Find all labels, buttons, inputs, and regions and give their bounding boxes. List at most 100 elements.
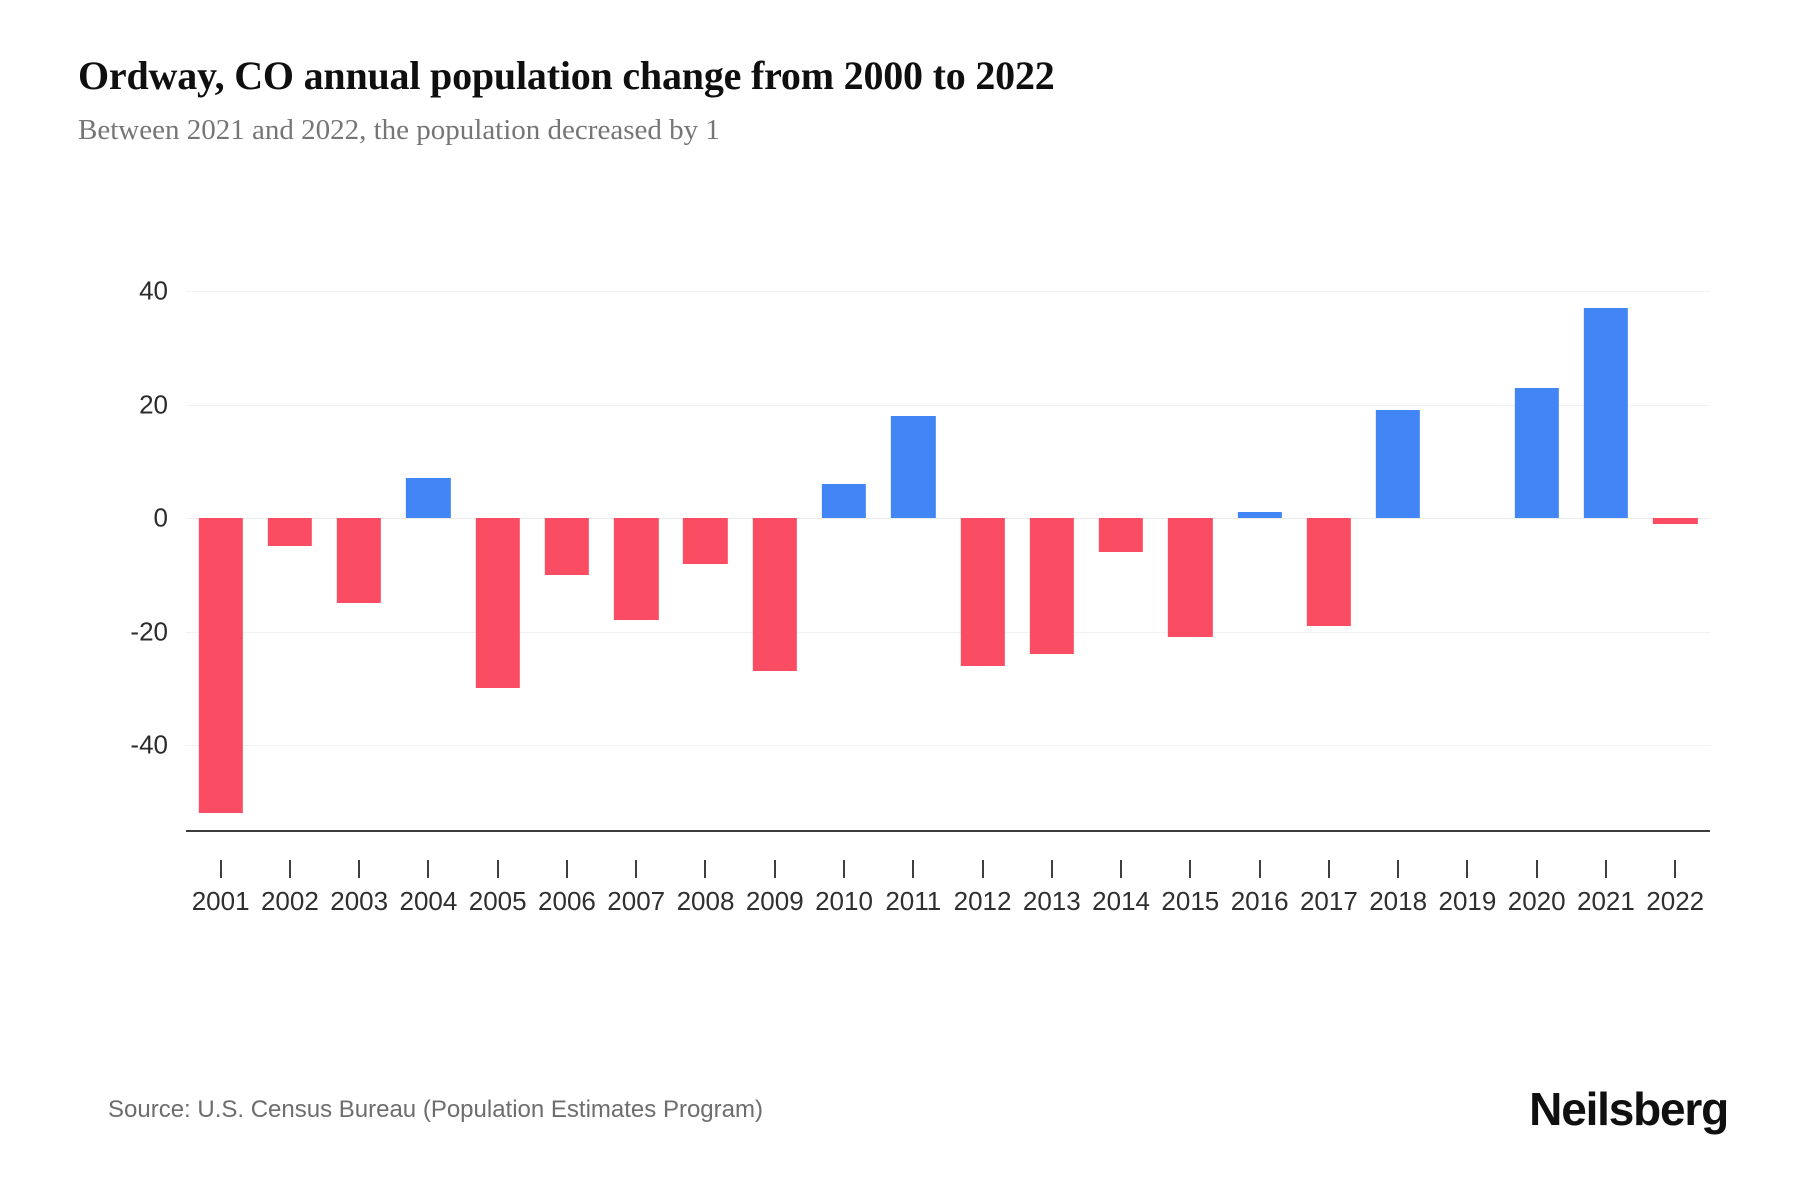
x-axis-label-cell: 2002	[255, 886, 324, 917]
x-axis-tick-label: 2019	[1438, 886, 1497, 916]
x-axis-tick	[1571, 860, 1640, 878]
gridline	[186, 404, 1710, 406]
bar[interactable]	[544, 518, 590, 575]
tick-mark	[565, 860, 568, 878]
bar-slot	[1294, 280, 1363, 830]
x-axis-tick-label: 2009	[745, 886, 804, 916]
x-axis-label-cell: 2016	[1225, 886, 1294, 917]
chart-subtitle: Between 2021 and 2022, the population de…	[78, 114, 720, 147]
bar[interactable]	[1237, 512, 1282, 519]
tick-mark	[427, 860, 430, 878]
bar-slot	[1156, 280, 1225, 830]
x-axis-tick	[1294, 860, 1363, 878]
x-axis-tick-label: 2006	[538, 886, 596, 916]
bar[interactable]	[198, 518, 243, 813]
bar[interactable]	[267, 518, 313, 547]
bar-slot	[186, 280, 255, 830]
x-axis-tick	[1433, 860, 1502, 878]
x-axis-tick-label: 2007	[607, 886, 666, 916]
brand-logo: Neilsberg	[1529, 1083, 1729, 1135]
tick-mark	[843, 860, 846, 878]
x-axis-tick	[809, 860, 878, 878]
bar[interactable]	[752, 518, 797, 672]
x-axis-tick-label: 2020	[1507, 886, 1566, 916]
x-axis-tick-label: 2013	[1022, 886, 1081, 916]
x-axis-tick	[1641, 860, 1710, 878]
bar[interactable]	[1583, 308, 1629, 519]
x-axis-tick-label: 2012	[953, 886, 1012, 916]
y-axis-tick-label: 40	[139, 275, 168, 306]
bar-slot	[325, 280, 394, 830]
bar[interactable]	[1098, 518, 1144, 553]
x-axis-label-cell: 2001	[186, 886, 255, 917]
bar[interactable]	[891, 416, 936, 519]
bar[interactable]	[1168, 518, 1213, 638]
bar-slot	[1433, 280, 1502, 830]
x-axis-line	[186, 830, 1710, 832]
bar-slot	[1086, 280, 1155, 830]
x-axis-tick	[394, 860, 463, 878]
tick-mark	[1189, 860, 1192, 878]
bar[interactable]	[336, 518, 382, 604]
x-axis-label-cell: 2009	[740, 886, 809, 917]
x-axis-tick	[1086, 860, 1155, 878]
x-axis-tick	[255, 860, 324, 878]
x-axis-tick-label: 2015	[1161, 886, 1220, 916]
tick-mark	[635, 860, 638, 878]
bar[interactable]	[1375, 410, 1421, 519]
tick-mark	[358, 860, 361, 878]
bar[interactable]	[406, 478, 451, 519]
bar-slot	[1364, 280, 1433, 830]
tick-mark	[1466, 860, 1469, 878]
bar[interactable]	[475, 518, 520, 689]
x-axis-tick	[948, 860, 1017, 878]
bar-slot	[1502, 280, 1571, 830]
x-axis-label-cell: 2017	[1294, 886, 1363, 917]
bar[interactable]	[1029, 518, 1074, 655]
x-axis-tick-label: 2011	[885, 886, 942, 916]
bar-slot	[809, 280, 878, 830]
x-axis-label-cell: 2014	[1086, 886, 1155, 917]
gridline	[186, 744, 1710, 746]
x-axis-label-cell: 2019	[1433, 886, 1502, 917]
y-axis-tick-label: 20	[139, 389, 168, 420]
x-axis-tick-label: 2016	[1230, 886, 1289, 916]
gridline	[186, 291, 1710, 293]
tick-mark	[288, 860, 291, 878]
tick-mark	[1327, 860, 1330, 878]
bar-slot	[1641, 280, 1710, 830]
bar[interactable]	[1653, 518, 1698, 524]
x-axis-tick	[879, 860, 948, 878]
tick-mark	[912, 860, 915, 878]
bar[interactable]	[960, 518, 1005, 666]
x-axis-label-cell: 2011	[879, 886, 948, 917]
tick-mark	[1604, 860, 1607, 878]
tick-mark	[981, 860, 984, 878]
x-axis-tick-label: 2001	[191, 886, 250, 916]
x-axis-tick-label: 2017	[1299, 886, 1358, 916]
x-axis-tick-label: 2021	[1577, 886, 1635, 916]
gridline	[186, 631, 1710, 633]
bar[interactable]	[614, 518, 659, 621]
tick-mark	[1258, 860, 1261, 878]
bar[interactable]	[683, 518, 728, 564]
x-axis-label-cell: 2003	[325, 886, 394, 917]
x-axis-tick-label: 2003	[330, 886, 389, 916]
x-axis-label-cell: 2022	[1641, 886, 1710, 917]
x-axis-label-cell: 2018	[1364, 886, 1433, 917]
bar-slot	[532, 280, 601, 830]
bar[interactable]	[1306, 518, 1352, 626]
bar[interactable]	[821, 484, 867, 519]
bar-slot	[394, 280, 463, 830]
x-axis-label-cell: 2015	[1156, 886, 1225, 917]
x-axis-label-cell: 2005	[463, 886, 532, 917]
chart-plot-inner: 40 20 0 -20 -40	[130, 276, 1710, 830]
bar-slot	[879, 280, 948, 830]
x-axis-label-cell: 2012	[948, 886, 1017, 917]
x-axis-tick-label: 2008	[676, 886, 735, 916]
x-axis-tick-label: 2018	[1369, 886, 1428, 916]
bar[interactable]	[1514, 387, 1559, 519]
tick-mark	[773, 860, 776, 878]
x-axis-label-cell: 2021	[1571, 886, 1640, 917]
x-axis-tick	[463, 860, 532, 878]
